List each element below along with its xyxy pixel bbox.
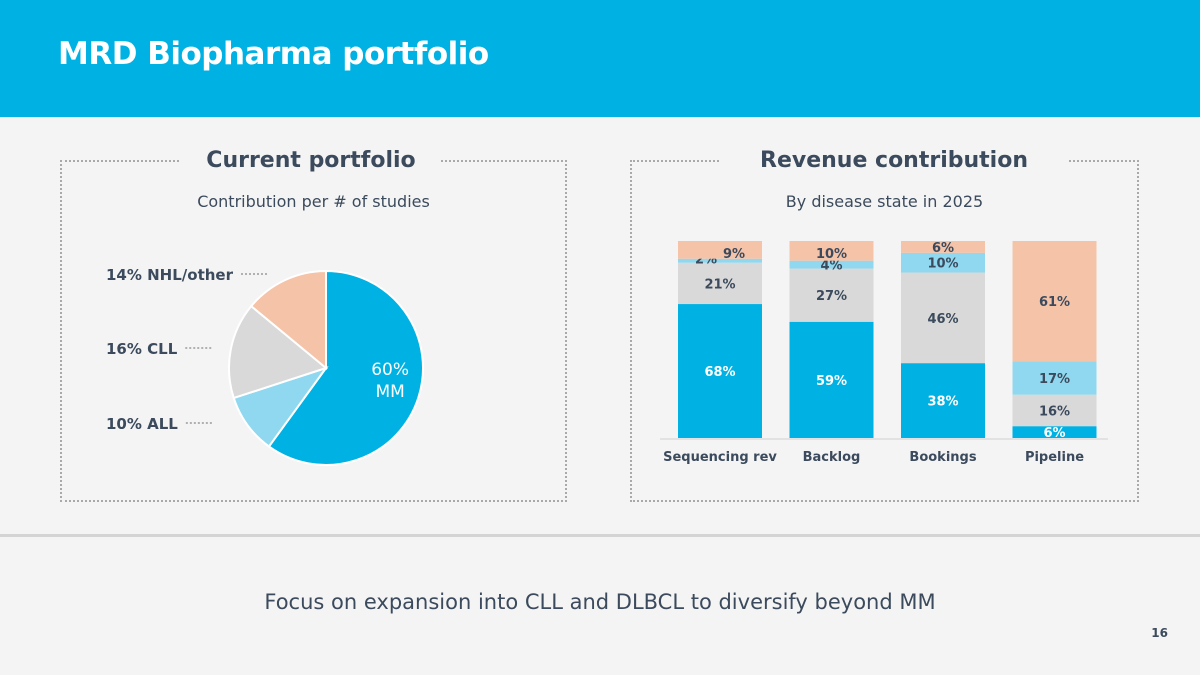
x-tick-label-3: Pipeline bbox=[1025, 450, 1084, 465]
revenue-stacked-bar-chart: 68%21%2% 9%Sequencing rev59%27%4%10%Backl… bbox=[660, 241, 1108, 465]
pie-slice-nhl-other bbox=[249, 269, 327, 371]
bar-segment-mm-3 bbox=[1012, 426, 1097, 438]
bar-label-mm-1: 59% bbox=[816, 374, 847, 389]
x-tick-label-2: Bookings bbox=[909, 450, 976, 465]
bar-segment-nhl-other-2 bbox=[901, 241, 985, 253]
bar-segment-nhl-other-3 bbox=[1012, 241, 1097, 362]
bar-label-all-3: 17% bbox=[1039, 372, 1070, 387]
bar-label-nhl-other-0: 9% bbox=[723, 247, 745, 262]
x-tick-label-0: Sequencing rev bbox=[663, 450, 777, 465]
portfolio-pie-chart: 60%MM 10% ALL 16% CLL 14% NHL/other bbox=[106, 266, 424, 466]
bar-segment-mm-1 bbox=[789, 321, 874, 438]
page-title: MRD Biopharma portfolio bbox=[58, 36, 489, 72]
pie-label-mm-value: 60% bbox=[371, 360, 409, 380]
bar-label-nhl-other-2: 6% bbox=[932, 241, 954, 256]
page-number: 16 bbox=[1151, 626, 1168, 640]
bar-label-cll-3: 16% bbox=[1039, 404, 1070, 419]
bar-label-cll-0: 21% bbox=[704, 277, 735, 292]
pie-slice-mm bbox=[267, 269, 424, 466]
bar-segment-cll-3 bbox=[1012, 394, 1097, 427]
bar-label-cll-1: 27% bbox=[816, 289, 847, 304]
bar-label-mm-3: 6% bbox=[1043, 426, 1065, 441]
pie-label-all: 10% ALL bbox=[106, 415, 178, 433]
x-tick-label-1: Backlog bbox=[803, 450, 861, 465]
revenue-contribution-subtitle: By disease state in 2025 bbox=[785, 192, 984, 211]
current-portfolio-subtitle: Contribution per # of studies bbox=[197, 192, 430, 211]
bar-label-all-2: 10% bbox=[927, 257, 958, 272]
bar-segment-all-2 bbox=[901, 252, 985, 273]
bar-segment-all-0 bbox=[678, 258, 762, 263]
bar-label-nhl-other-3: 61% bbox=[1039, 295, 1070, 310]
bar-segment-cll-1 bbox=[789, 268, 874, 322]
pie-slice-cll bbox=[228, 304, 329, 400]
bar-segment-cll-2 bbox=[901, 272, 985, 364]
bar-segment-nhl-other-1 bbox=[789, 241, 874, 261]
pie-label-nhl-other: 14% NHL/other bbox=[106, 266, 234, 284]
header-bar: MRD Biopharma portfolio bbox=[0, 0, 1200, 117]
bar-label-mm-0: 68% bbox=[704, 365, 735, 380]
pie-label-cll: 16% CLL bbox=[106, 340, 178, 358]
pie-label-mm-name: MM bbox=[375, 382, 404, 402]
tagline: Focus on expansion into CLL and DLBCL to… bbox=[264, 590, 936, 614]
bar-segment-mm-2 bbox=[901, 363, 985, 438]
revenue-contribution-title: Revenue contribution bbox=[720, 148, 1068, 173]
bar-segment-all-1 bbox=[789, 260, 874, 269]
bar-segment-cll-0 bbox=[678, 262, 762, 305]
bar-segment-all-3 bbox=[1012, 361, 1097, 395]
section-divider bbox=[0, 534, 1200, 537]
bar-label-cll-2: 46% bbox=[927, 312, 958, 327]
bar-segment-nhl-other-0 bbox=[678, 241, 762, 259]
bar-segment-mm-0 bbox=[678, 304, 762, 438]
current-portfolio-title: Current portfolio bbox=[181, 148, 441, 173]
bar-label-mm-2: 38% bbox=[927, 395, 958, 410]
bar-label-nhl-other-1: 10% bbox=[816, 247, 847, 262]
bar-label-all-1: 4% bbox=[820, 259, 842, 274]
